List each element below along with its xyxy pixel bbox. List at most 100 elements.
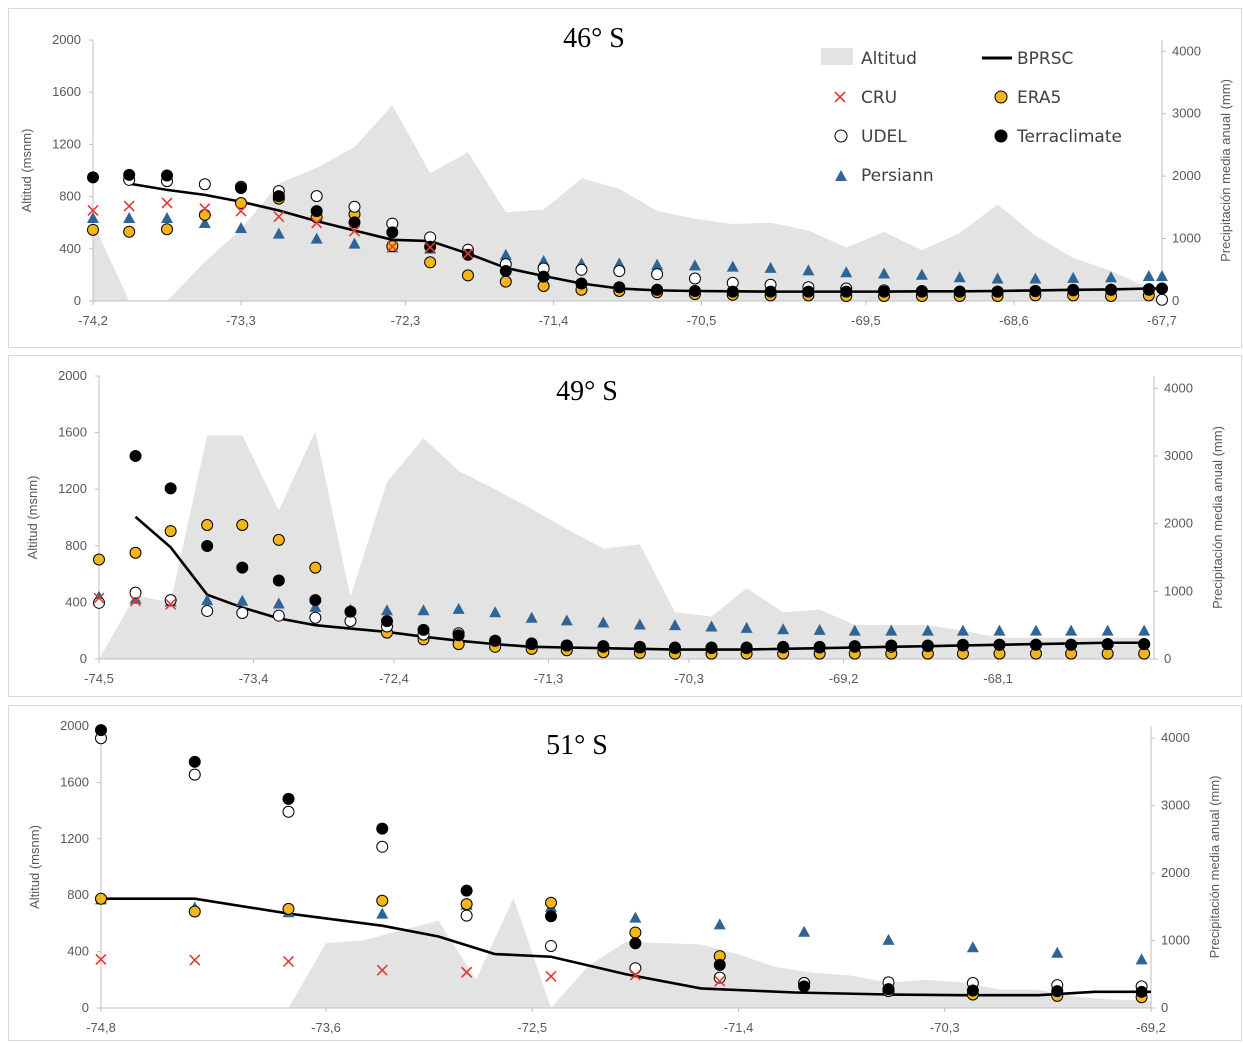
- y-axis-label: Altitud (msnm): [25, 476, 40, 560]
- terraclimate-point: [489, 634, 502, 647]
- chart-title: 51° S: [546, 730, 608, 761]
- persiann-point: [417, 604, 430, 616]
- terraclimate-point: [966, 984, 979, 997]
- udel-point: [545, 939, 557, 952]
- terraclimate-point: [885, 639, 898, 652]
- udel-point: [376, 840, 389, 853]
- y2-tick-label: 4000: [1164, 380, 1193, 395]
- x-tick-label: -74,8: [86, 1020, 116, 1035]
- chart-49s: 0 400 800 1200 1600 2000 0 1000 2000 3000 4000 -74,…: [25, 368, 1225, 686]
- persiann-point: [198, 216, 211, 228]
- persiann-point: [956, 624, 969, 636]
- era5-point: [188, 905, 201, 918]
- persiann-point: [1101, 624, 1114, 636]
- persiann-point: [1138, 624, 1151, 636]
- udel-point: [629, 962, 642, 975]
- cru-point: [424, 241, 436, 253]
- y-axis-label: Altitud (msnm): [27, 825, 42, 909]
- y-tick-label: 0: [80, 651, 87, 666]
- persiann-point: [380, 604, 393, 616]
- era5-point: [499, 275, 512, 288]
- persiann-point: [1051, 946, 1064, 958]
- persiann-point: [915, 268, 928, 280]
- y-tick-label: 400: [67, 944, 89, 959]
- y-tick-label: 1600: [58, 425, 87, 440]
- era5-point: [460, 898, 473, 911]
- chart-title: 49° S: [556, 376, 618, 407]
- terraclimate-point: [991, 285, 1004, 298]
- terraclimate-point: [953, 285, 966, 298]
- cru-point: [462, 247, 474, 260]
- cru-point: [386, 241, 398, 253]
- y-tick-label: 2000: [60, 718, 89, 733]
- y-tick-label: 0: [82, 1000, 89, 1015]
- x-tick-label: -73,3: [226, 313, 256, 328]
- udel-point: [651, 268, 664, 281]
- terraclimate-point: [921, 639, 934, 652]
- legend-altitud-swatch: [821, 48, 853, 65]
- persiann-point: [802, 264, 815, 276]
- persiann-point: [993, 624, 1006, 636]
- chart-51s: 0 400 800 1200 1600 2000 0 1000 2000 3000 4000 -74,…: [27, 718, 1222, 1035]
- y2-tick-label: 1000: [1161, 933, 1190, 948]
- era5-point: [235, 196, 248, 209]
- terraclimate-point: [777, 640, 790, 653]
- persiann-point: [885, 624, 898, 636]
- y2-tick-label: 1000: [1164, 583, 1193, 598]
- terraclimate-point: [848, 640, 861, 653]
- cru-point: [189, 954, 201, 966]
- persiann-point: [560, 614, 573, 626]
- x-tick-label: -67,7: [1147, 313, 1177, 328]
- udel-point: [575, 263, 588, 276]
- legend-altitud-label: Altitud: [861, 49, 917, 69]
- x-tick-label: -72,3: [391, 313, 421, 328]
- terraclimate-point: [235, 182, 248, 195]
- era5-point: [629, 926, 642, 939]
- cru-point: [273, 211, 285, 223]
- y2-axis-label: Precipitación media anual (mm): [1207, 776, 1222, 959]
- persiann-point: [991, 272, 1004, 284]
- x-tick-label: -73,6: [311, 1020, 341, 1035]
- x-tick-label: -68,6: [999, 313, 1029, 328]
- udel-point: [1156, 293, 1168, 306]
- cru-point: [95, 953, 107, 966]
- era5-point: [123, 225, 136, 238]
- persiann-point: [777, 623, 790, 635]
- terraclimate-point: [726, 285, 739, 298]
- persiann-point: [1065, 624, 1078, 636]
- terraclimate-point: [740, 641, 753, 654]
- era5-point: [282, 902, 295, 915]
- persiann-point: [87, 211, 99, 223]
- era5-point: [461, 269, 474, 282]
- terraclimate-point: [840, 285, 853, 298]
- persiann-point: [713, 918, 726, 930]
- terraclimate-point: [713, 958, 726, 971]
- x-tick-label: -74,5: [84, 671, 114, 686]
- x-tick-label: -69,2: [1136, 1020, 1166, 1035]
- persiann-point: [651, 258, 664, 270]
- era5-point: [95, 892, 107, 905]
- x-tick-label: -72,5: [517, 1020, 547, 1035]
- cru-point: [87, 204, 99, 217]
- altitud-area: [99, 431, 1145, 659]
- terraclimate-point: [309, 594, 322, 607]
- udel-point: [201, 604, 214, 617]
- persiann-point: [537, 255, 550, 267]
- persiann-point: [1105, 271, 1118, 283]
- terraclimate-point: [651, 283, 664, 296]
- y-tick-label: 0: [74, 293, 81, 308]
- y2-tick-label: 4000: [1172, 43, 1201, 58]
- era5-point: [198, 208, 211, 221]
- terraclimate-point: [460, 884, 473, 897]
- y-tick-label: 1200: [60, 831, 89, 846]
- cru-point: [376, 964, 388, 976]
- terraclimate-point: [380, 615, 393, 628]
- legend-era5-swatch: [994, 90, 1008, 104]
- persiann-point: [629, 911, 642, 923]
- persiann-point: [201, 594, 214, 606]
- terraclimate-point: [1142, 283, 1155, 296]
- persiann-point: [613, 257, 626, 269]
- persiann-point: [235, 221, 248, 233]
- persiann-point: [740, 621, 753, 633]
- cru-point: [165, 598, 177, 610]
